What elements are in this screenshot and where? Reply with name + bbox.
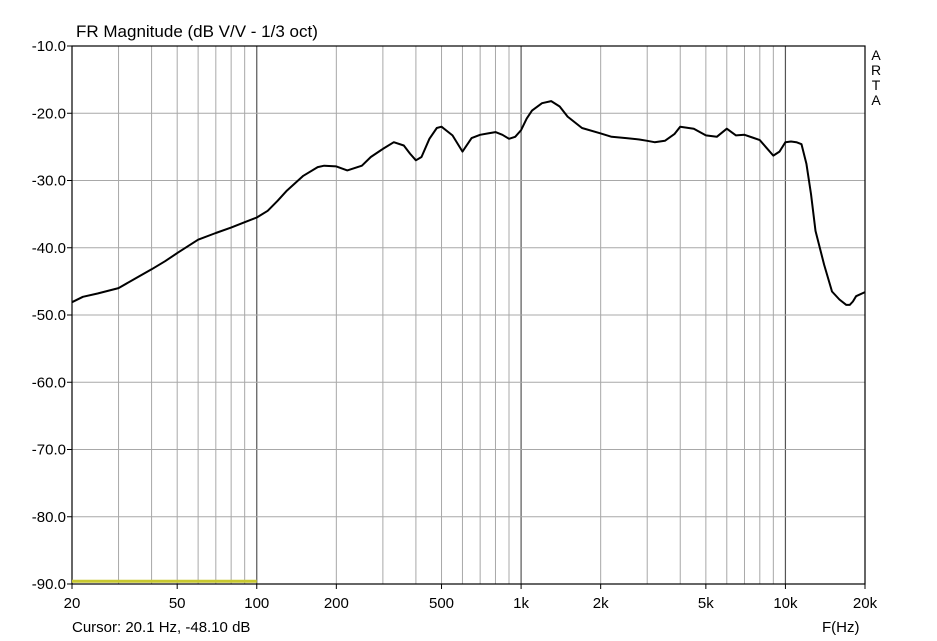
y-tick-label: -80.0 [32, 509, 66, 526]
series-line [71, 100, 866, 306]
x-tick-labels: 20 50 100 200 500 1k 2k 5k 10k 20k [64, 584, 878, 612]
x-tick-label: 100 [244, 595, 269, 612]
y-tick-labels: -10.0 -20.0 -30.0 -40.0 -50.0 -60.0 -70.0 -80.0… [32, 38, 72, 593]
y-tick-label: -20.0 [32, 105, 66, 122]
x-tick-label: 5k [698, 595, 714, 612]
y-tick-label: -50.0 [32, 307, 66, 324]
brand-letter: A [871, 92, 881, 108]
x-axis-label: F(Hz) [822, 619, 860, 636]
y-tick-label: -70.0 [32, 442, 66, 459]
x-tick-label: 200 [324, 595, 349, 612]
x-tick-label: 50 [169, 595, 186, 612]
chart-title: FR Magnitude (dB V/V - 1/3 oct) [76, 22, 318, 41]
x-tick-label: 20k [853, 595, 878, 612]
grid-lines [72, 46, 865, 584]
brand-letter: T [871, 77, 881, 93]
x-tick-label: 10k [773, 595, 798, 612]
y-tick-label: -30.0 [32, 173, 66, 190]
x-tick-label: 2k [593, 595, 609, 612]
brand-letter: R [870, 62, 882, 78]
x-tick-label: 20 [64, 595, 81, 612]
y-tick-label: -90.0 [32, 576, 66, 593]
x-tick-label: 500 [429, 595, 454, 612]
y-tick-label: -40.0 [32, 240, 66, 257]
y-tick-label: -10.0 [32, 38, 66, 55]
cursor-readout: Cursor: 20.1 Hz, -48.10 dB [72, 619, 251, 636]
arta-brand-label: A R T A [870, 48, 882, 108]
x-tick-label: 1k [513, 595, 529, 612]
brand-letter: A [871, 47, 881, 63]
y-tick-label: -60.0 [32, 374, 66, 391]
